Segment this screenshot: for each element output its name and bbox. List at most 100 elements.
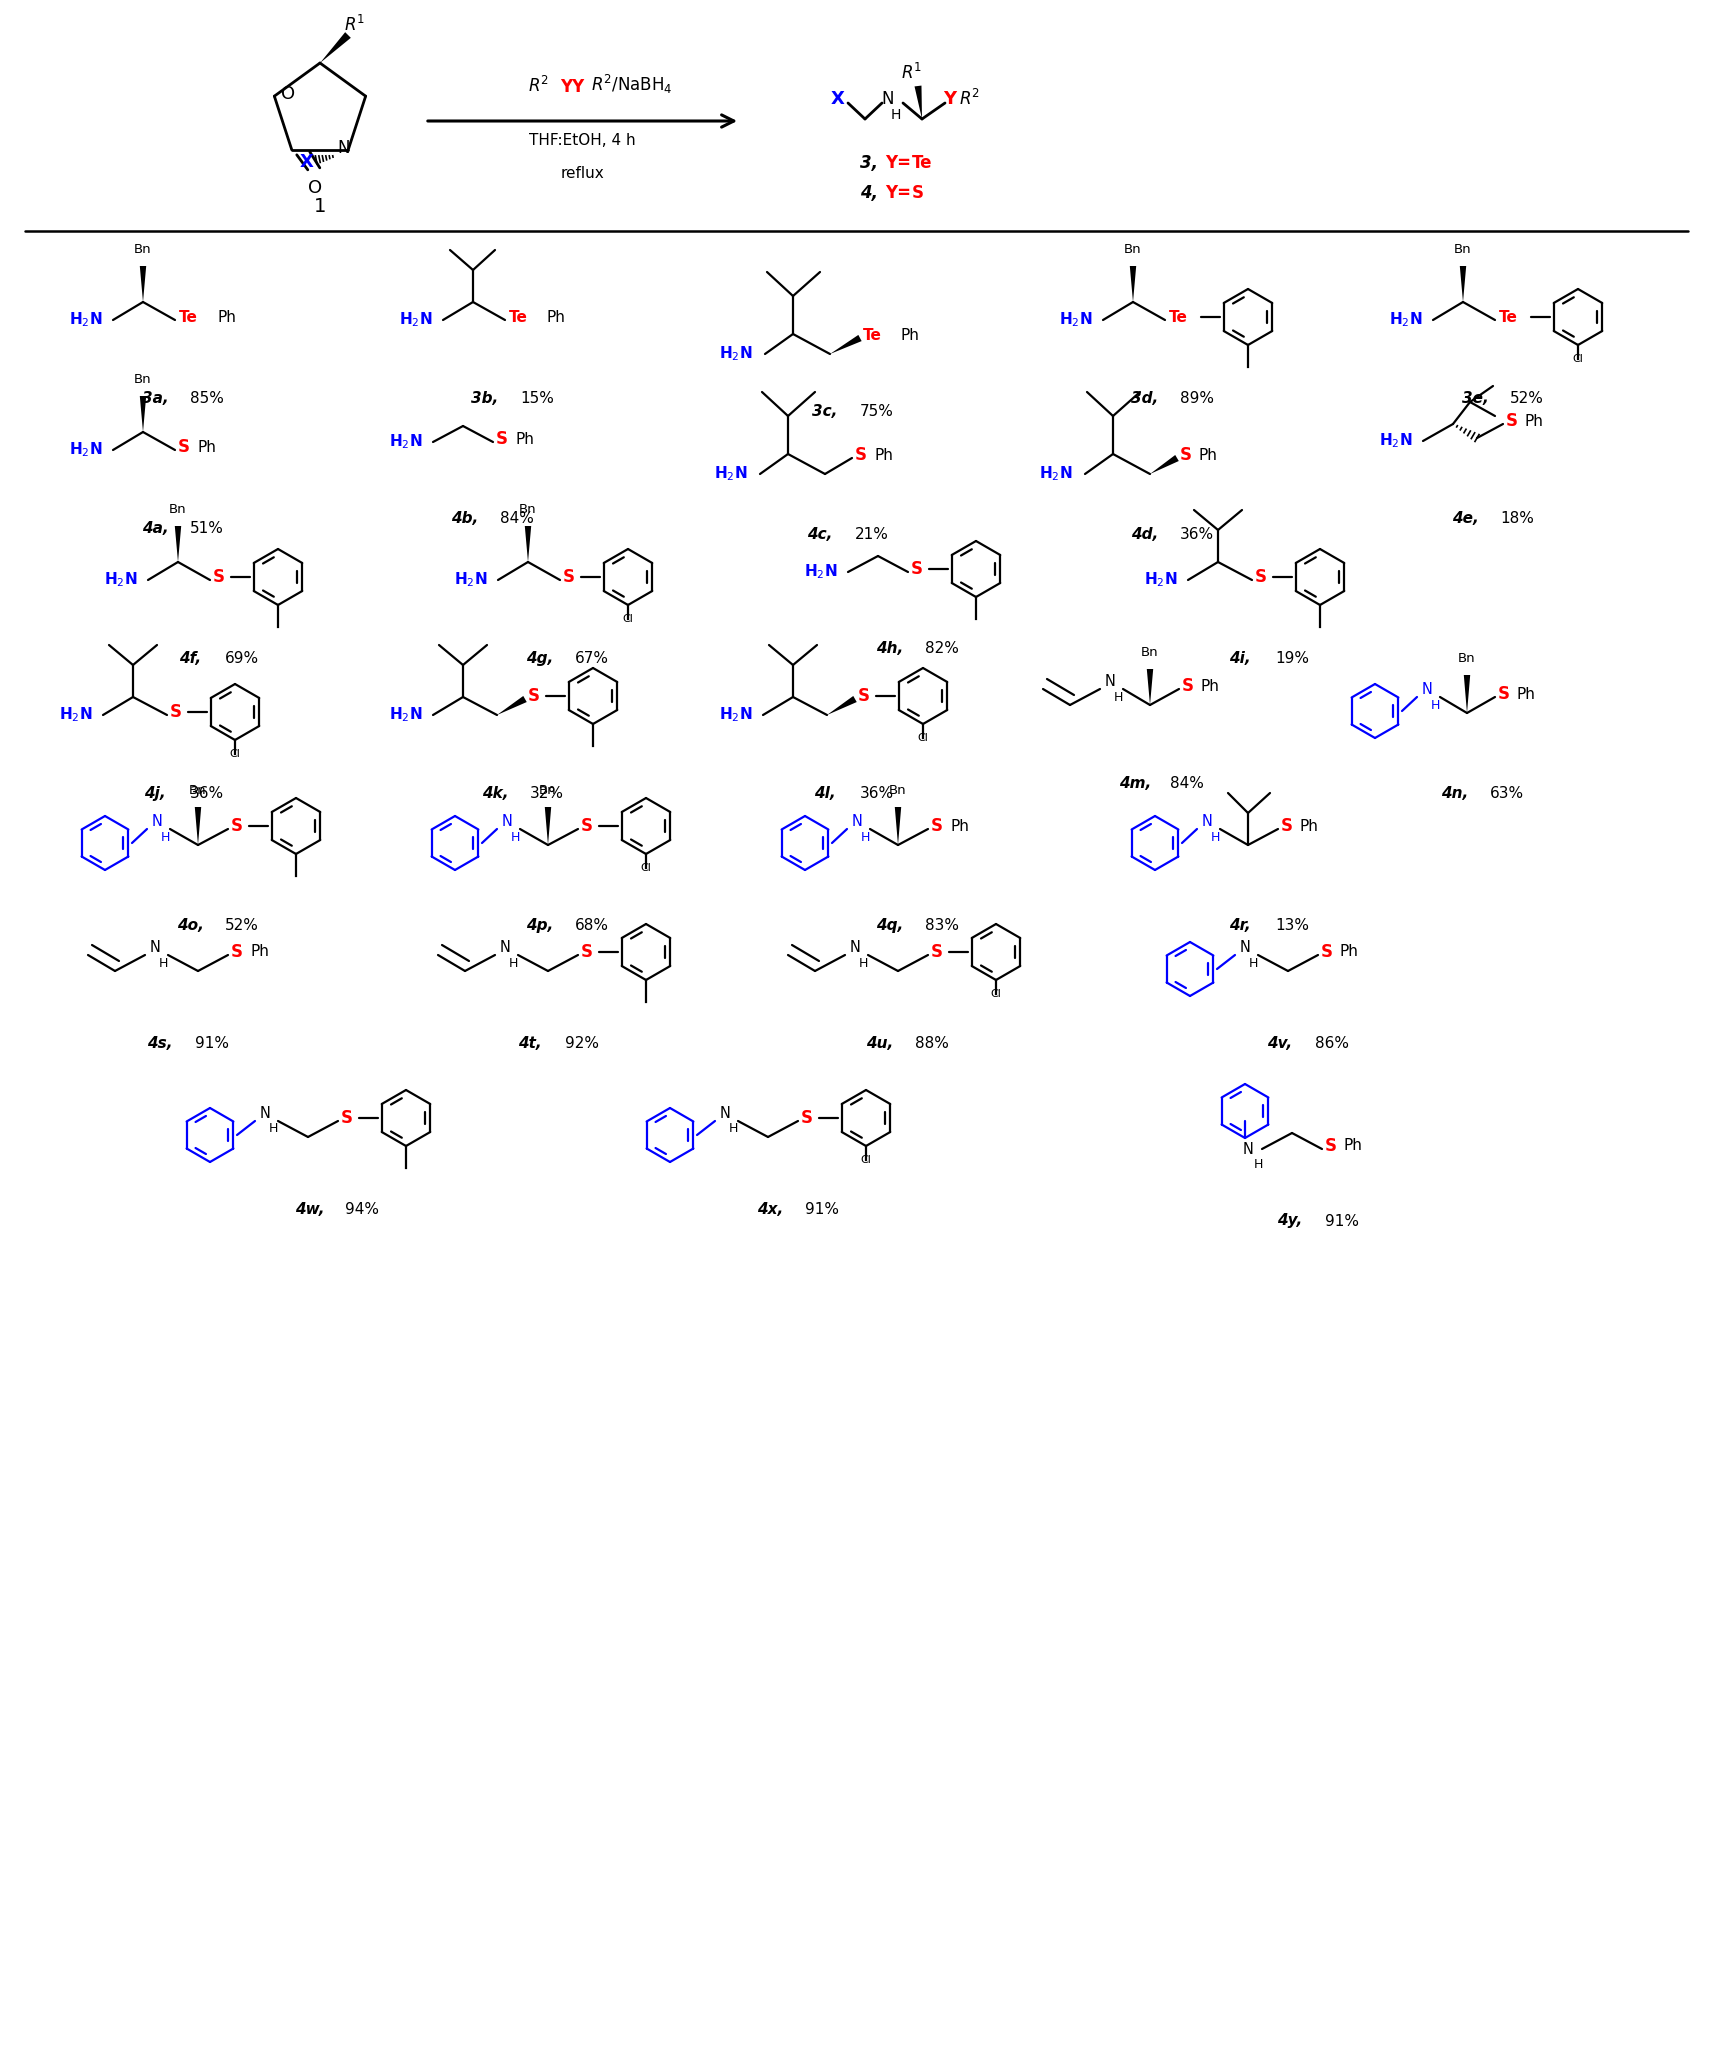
Text: 36%: 36%: [860, 785, 894, 801]
Text: H: H: [730, 1122, 738, 1135]
Text: reflux: reflux: [560, 166, 605, 180]
Text: H$_2$N: H$_2$N: [399, 311, 433, 329]
Text: Ph: Ph: [546, 309, 565, 325]
Text: O: O: [308, 178, 322, 197]
Text: H: H: [1430, 698, 1441, 712]
Text: 4m,: 4m,: [1119, 775, 1151, 791]
Text: H$_2$N: H$_2$N: [805, 563, 838, 582]
Text: Bn: Bn: [1454, 242, 1471, 257]
Text: N: N: [719, 1106, 730, 1120]
Text: Bn: Bn: [134, 373, 152, 385]
Text: 69%: 69%: [224, 650, 259, 665]
Text: 4v,: 4v,: [1268, 1036, 1293, 1050]
Text: S: S: [911, 184, 923, 203]
Text: 15%: 15%: [521, 391, 553, 406]
Text: H$_2$N: H$_2$N: [104, 572, 139, 590]
Text: S: S: [855, 445, 867, 464]
Text: H$_2$N: H$_2$N: [1389, 311, 1424, 329]
Text: 88%: 88%: [915, 1036, 949, 1050]
Text: 36%: 36%: [1180, 526, 1215, 541]
Text: Cl: Cl: [918, 733, 928, 743]
Polygon shape: [320, 33, 351, 62]
Text: S: S: [178, 437, 190, 456]
Text: 3c,: 3c,: [812, 404, 838, 418]
Text: N: N: [1105, 673, 1115, 688]
Text: Bn: Bn: [188, 785, 207, 797]
Text: N: N: [1242, 1141, 1254, 1156]
Text: N: N: [337, 139, 349, 157]
Text: 52%: 52%: [224, 917, 259, 932]
Text: Bn: Bn: [1141, 646, 1158, 659]
Text: Ph: Ph: [1340, 944, 1358, 959]
Text: 21%: 21%: [855, 526, 889, 541]
Text: 91%: 91%: [1324, 1214, 1358, 1228]
Text: H$_2$N: H$_2$N: [714, 464, 749, 483]
Text: Cl: Cl: [990, 990, 1002, 998]
Text: 19%: 19%: [1274, 650, 1309, 665]
Text: H: H: [161, 830, 170, 843]
Text: 4k,: 4k,: [481, 785, 509, 801]
Polygon shape: [140, 265, 146, 302]
Text: 4p,: 4p,: [526, 917, 553, 932]
Text: 4l,: 4l,: [814, 785, 836, 801]
Text: S: S: [930, 816, 942, 835]
Text: Bn: Bn: [1124, 242, 1143, 257]
Text: 4g,: 4g,: [526, 650, 553, 665]
Text: $R^1$: $R^1$: [901, 62, 923, 83]
Text: S: S: [1506, 412, 1518, 431]
Text: H: H: [509, 957, 519, 969]
Text: 3,: 3,: [860, 153, 884, 172]
Text: Ph: Ph: [1525, 414, 1543, 429]
Text: N: N: [882, 89, 894, 108]
Text: H: H: [1113, 690, 1124, 704]
Text: Bn: Bn: [134, 242, 152, 257]
Polygon shape: [1459, 265, 1466, 302]
Text: Te: Te: [1168, 309, 1187, 325]
Text: N: N: [1240, 940, 1250, 955]
Text: H$_2$N: H$_2$N: [719, 706, 754, 725]
Text: Y=: Y=: [886, 153, 916, 172]
Text: 3d,: 3d,: [1131, 391, 1158, 406]
Text: YY: YY: [560, 79, 584, 95]
Text: N: N: [850, 940, 860, 955]
Text: 4x,: 4x,: [757, 1201, 783, 1216]
Text: 75%: 75%: [860, 404, 894, 418]
Text: H$_2$N: H$_2$N: [70, 441, 103, 460]
Text: Cl: Cl: [622, 613, 634, 623]
Text: 94%: 94%: [344, 1201, 379, 1216]
Text: H: H: [510, 830, 521, 843]
Text: Ph: Ph: [874, 447, 892, 462]
Text: Ph: Ph: [197, 439, 216, 454]
Text: 4j,: 4j,: [144, 785, 166, 801]
Text: 4y,: 4y,: [1278, 1214, 1302, 1228]
Text: Ph: Ph: [901, 327, 920, 342]
Text: H$_2$N: H$_2$N: [1379, 431, 1413, 449]
Text: 4i,: 4i,: [1230, 650, 1250, 665]
Text: 4,: 4,: [860, 184, 884, 203]
Text: 4q,: 4q,: [877, 917, 904, 932]
Text: S: S: [212, 567, 224, 586]
Polygon shape: [1465, 675, 1470, 712]
Text: H$_2$N: H$_2$N: [70, 311, 103, 329]
Text: 91%: 91%: [195, 1036, 230, 1050]
Text: S: S: [170, 702, 182, 721]
Text: $R^1$: $R^1$: [344, 14, 365, 35]
Text: 67%: 67%: [576, 650, 610, 665]
Text: X: X: [831, 89, 845, 108]
Text: Y=: Y=: [886, 184, 916, 203]
Text: Bn: Bn: [889, 785, 906, 797]
Text: 4r,: 4r,: [1230, 917, 1250, 932]
Text: Ph: Ph: [1518, 686, 1537, 702]
Text: N: N: [149, 940, 161, 955]
Text: 89%: 89%: [1180, 391, 1215, 406]
Text: Ph: Ph: [218, 309, 236, 325]
Text: O: O: [281, 85, 295, 104]
Text: S: S: [581, 942, 593, 961]
Text: S: S: [341, 1108, 353, 1127]
Text: Te: Te: [178, 309, 199, 325]
Polygon shape: [915, 85, 922, 118]
Text: Te: Te: [863, 327, 882, 342]
Text: 4h,: 4h,: [877, 640, 904, 657]
Polygon shape: [1146, 669, 1153, 704]
Text: H$_2$N: H$_2$N: [389, 706, 423, 725]
